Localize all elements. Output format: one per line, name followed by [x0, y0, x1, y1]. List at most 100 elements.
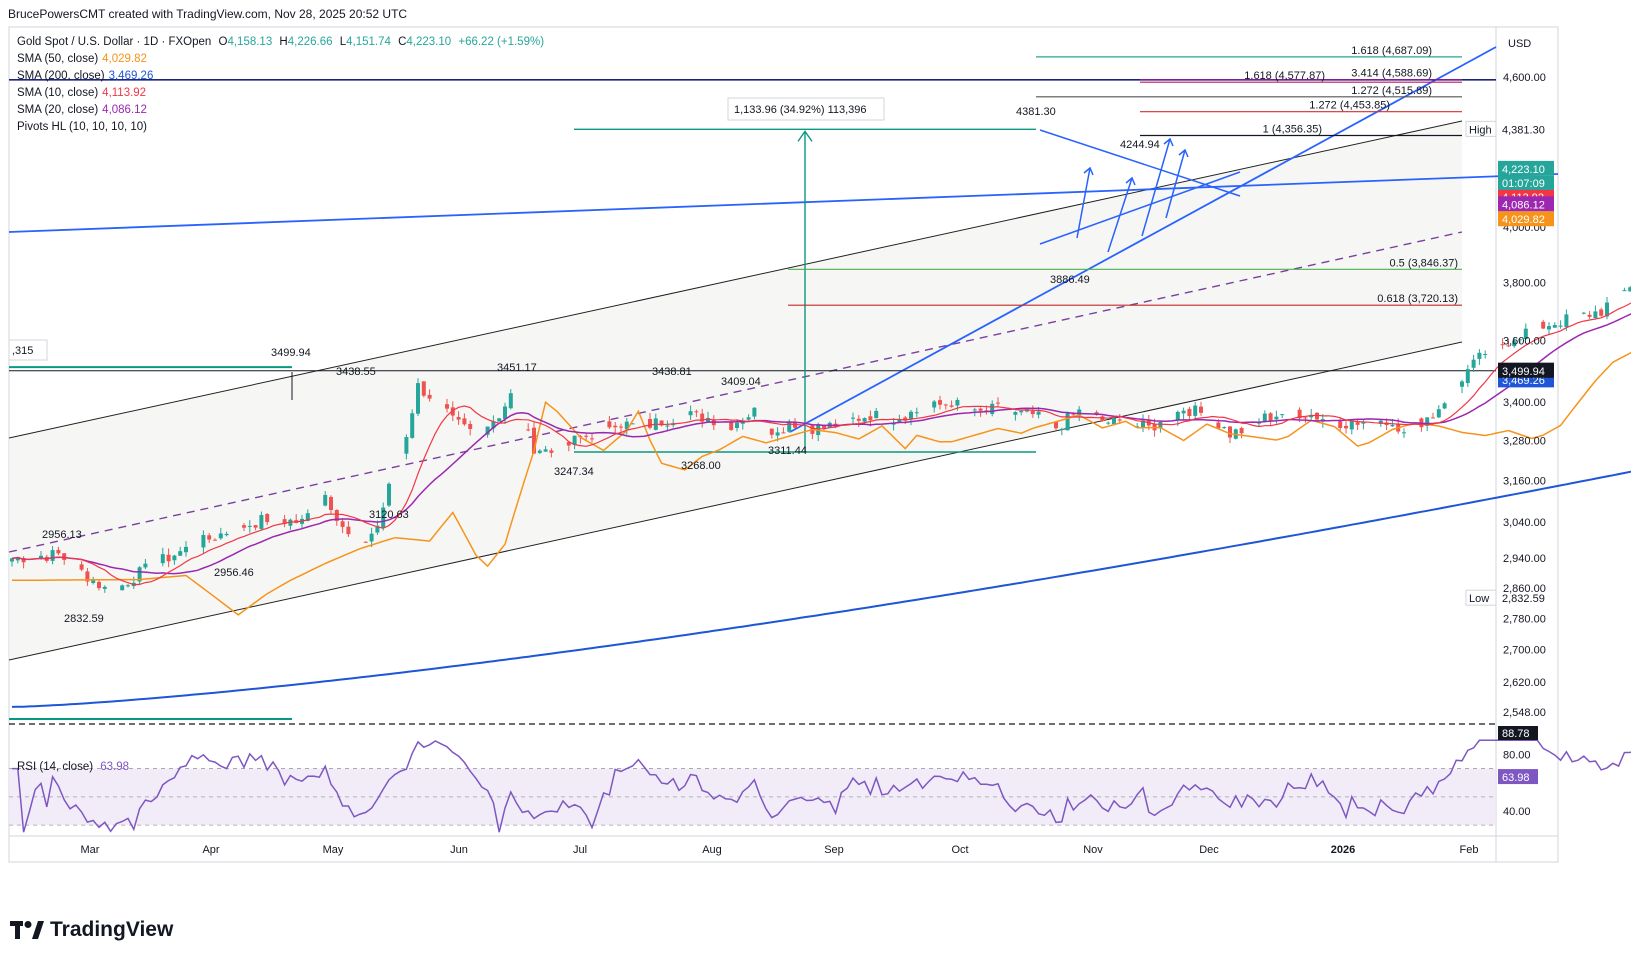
- candle-body: [729, 421, 734, 430]
- candle-body: [102, 586, 107, 589]
- candle-body: [340, 521, 345, 527]
- price-axis-tick-10: 3,160.00: [1503, 476, 1546, 488]
- candle-body: [503, 406, 507, 419]
- low-tag-label: Low: [1469, 593, 1489, 605]
- candle-body: [694, 411, 699, 413]
- candle-body: [160, 554, 165, 564]
- fib-label-0: 1.618 (4,687.09): [1351, 45, 1432, 57]
- fib-label-5: 1 (4,356.35): [1263, 123, 1322, 135]
- candle-body: [851, 417, 855, 419]
- sma20-line: [11, 313, 1631, 575]
- candle-body: [590, 438, 594, 440]
- time-axis-label-4: Jul: [573, 844, 587, 856]
- sma20-price-tag-bg: [1498, 196, 1554, 212]
- candle-body: [1106, 422, 1111, 424]
- legend-sma10-row[interactable]: SMA (10, close) 4,113.92: [17, 85, 544, 102]
- candle-body: [421, 381, 426, 396]
- sma50-price-tag: 4,029.82: [1502, 214, 1545, 226]
- candle-body: [1477, 352, 1482, 359]
- candle-body: [491, 421, 496, 429]
- candle-body: [213, 539, 217, 541]
- sma10-line: [11, 302, 1631, 586]
- legend-sma50-row[interactable]: SMA (50, close) 4,029.82: [17, 51, 544, 68]
- candle-body: [288, 519, 293, 526]
- candle-body: [1071, 414, 1076, 416]
- candle-body: [120, 585, 125, 591]
- candle-body: [537, 450, 542, 453]
- candle-body: [665, 425, 670, 427]
- candle-body: [323, 494, 328, 506]
- candle-body: [584, 435, 589, 437]
- candle-body: [1622, 290, 1627, 292]
- candle-body: [1378, 420, 1383, 424]
- time-axis-label-0: Mar: [81, 844, 100, 856]
- candle-body: [1077, 409, 1082, 415]
- price-axis-tick-16: 2,700.00: [1503, 645, 1546, 657]
- candle-body: [868, 416, 873, 421]
- candle-body: [1500, 344, 1505, 346]
- candle-body: [1552, 325, 1557, 328]
- candle-body: [1158, 422, 1163, 429]
- candle-body: [1564, 314, 1569, 328]
- candle-body: [1054, 421, 1058, 429]
- legend-sma20-row[interactable]: SMA (20, close) 4,086.12: [17, 102, 544, 119]
- channel-upper-line: [8, 120, 1463, 439]
- legend-pivots-row[interactable]: Pivots HL (10, 10, 10, 10): [17, 119, 544, 136]
- candle-body: [56, 549, 61, 554]
- sma200-price-tag: 3,469.26: [1502, 375, 1545, 387]
- legend-sma20-value: 4,086.12: [102, 104, 147, 116]
- price-axis-tick-0: 4,600.00: [1503, 72, 1546, 84]
- candle-body: [769, 428, 774, 435]
- legend-o-label: O: [218, 36, 228, 48]
- legend-open: 4,158.13: [227, 36, 273, 48]
- candle-body: [1442, 403, 1447, 409]
- legend-symbol-row: Gold Spot / U.S. Dollar · 1D · FXOpen O4…: [17, 34, 544, 51]
- rsi-band-fill: [9, 768, 1496, 826]
- price-axis-tick-17: 2,620.00: [1503, 677, 1546, 689]
- candle-body: [207, 535, 212, 540]
- candle-body: [943, 404, 948, 406]
- candle-body: [346, 526, 351, 535]
- time-axis-label-1: Apr: [202, 844, 219, 856]
- candle-body: [1013, 412, 1018, 415]
- candle-body: [79, 564, 84, 570]
- time-axis-label-3: Jun: [450, 844, 468, 856]
- price-axis-tick-15: 2,780.00: [1503, 613, 1546, 625]
- candle-body: [648, 419, 652, 428]
- rsi-legend[interactable]: RSI (14, close) 63.98: [17, 761, 129, 773]
- candle-body: [369, 533, 374, 542]
- time-axis-label-11: Feb: [1460, 844, 1479, 856]
- candle-body: [387, 483, 391, 506]
- candle-body: [1581, 312, 1586, 314]
- candle-body: [259, 514, 264, 529]
- price-axis-tick-8: 3,400.00: [1503, 397, 1546, 409]
- legend-sma200-row[interactable]: SMA (200, close) 3,469.26: [17, 68, 544, 85]
- candle-body: [1628, 287, 1631, 292]
- candle-body: [607, 421, 612, 428]
- tradingview-logo-text: TradingView: [50, 918, 174, 941]
- candle-body: [166, 554, 171, 562]
- pivot-label-9: 3247.34: [554, 466, 594, 478]
- candle-body: [1344, 425, 1348, 429]
- pennant-arrow-3-head: [1163, 137, 1174, 147]
- candle-body: [856, 418, 861, 421]
- candle-body: [363, 541, 368, 543]
- legend-sma10-value: 4,113.92: [102, 87, 147, 99]
- price-axis-tick-1: 4,381.30: [1502, 124, 1545, 136]
- candle-body: [1547, 326, 1551, 330]
- candle-body: [688, 411, 693, 416]
- fib-label-7: 0.618 (3,720.13): [1377, 293, 1458, 305]
- candle-body: [1361, 422, 1366, 424]
- candle-body: [126, 585, 130, 587]
- candle-body: [787, 422, 792, 432]
- pennant-arrow-2-shaft: [1107, 177, 1133, 253]
- candle-body: [15, 556, 20, 561]
- candle-body: [1587, 314, 1592, 317]
- price-axis-tick-5: 3,600.00: [1503, 335, 1546, 347]
- level-price-tag: 3,499.94: [1502, 366, 1545, 378]
- channel-lower-line: [8, 341, 1463, 661]
- candle-body: [1257, 422, 1261, 424]
- rsi-legend-label: RSI (14, close): [17, 761, 94, 773]
- candle-body: [1593, 311, 1598, 319]
